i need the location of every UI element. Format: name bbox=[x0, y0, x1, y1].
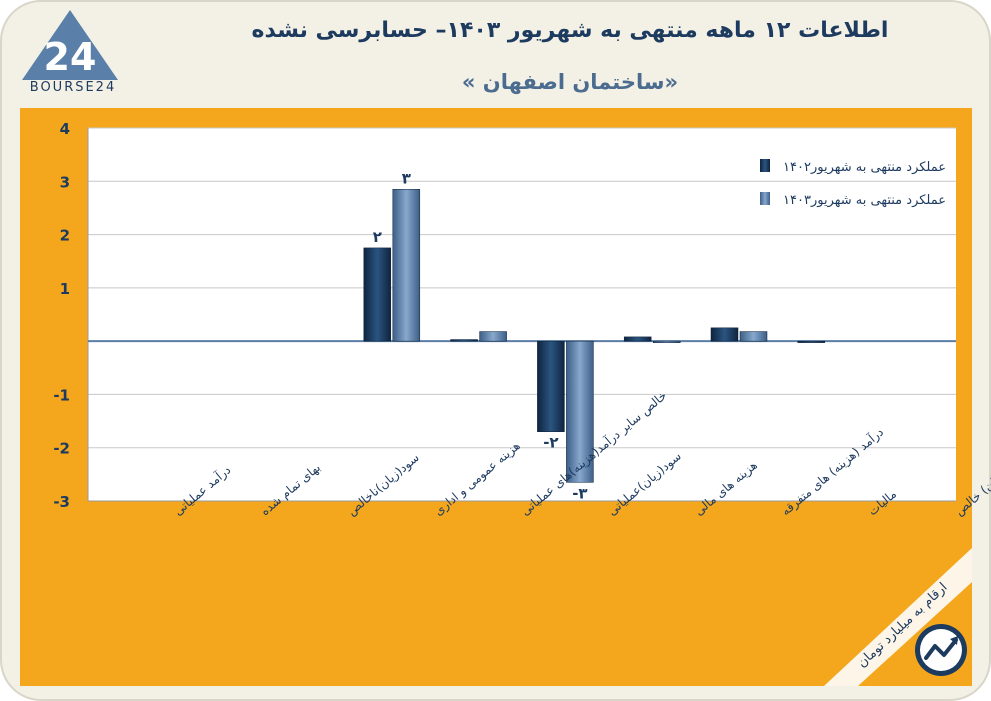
note-band bbox=[824, 548, 972, 686]
data-label: -۲ bbox=[543, 434, 558, 452]
bar-1402-5 bbox=[537, 340, 565, 432]
trend-chart-icon bbox=[915, 624, 967, 676]
legend-label-0: عملکرد منتهی به شهریور۱۴۰۲ bbox=[783, 160, 946, 175]
page-subtitle: «ساختمان اصفهان » bbox=[461, 70, 679, 94]
bar-1402-3 bbox=[363, 247, 392, 342]
y-tick-label: 1 bbox=[60, 280, 70, 298]
y-tick-label: -3 bbox=[53, 493, 70, 511]
data-labels: ۲ ۳ -۲ -۳ bbox=[373, 169, 588, 502]
bar-1403-3 bbox=[392, 189, 421, 342]
bar-1403-6 bbox=[652, 340, 681, 343]
data-label: -۳ bbox=[572, 484, 587, 502]
y-tick-label: -1 bbox=[53, 386, 70, 404]
grid-lines bbox=[87, 127, 956, 502]
legend-swatch-0 bbox=[760, 159, 770, 172]
legend-label-1: عملکرد منتهی به شهریور۱۴۰۳ bbox=[783, 193, 946, 208]
data-label: ۳ bbox=[402, 169, 411, 187]
logo-mark: 24 bbox=[44, 35, 97, 79]
y-tick-label: 2 bbox=[60, 227, 70, 245]
bar-1403-7 bbox=[739, 331, 768, 342]
bar-1403-4 bbox=[479, 331, 507, 342]
page-title: اطلاعات ۱۲ ماهه منتهی به شهریور ۱۴۰۳– حس… bbox=[251, 18, 889, 43]
y-tick-label: -2 bbox=[53, 440, 70, 458]
legend-swatch-1 bbox=[760, 192, 770, 205]
bar-1402-8 bbox=[797, 340, 826, 343]
y-tick-label: 4 bbox=[60, 120, 70, 138]
y-tick-label: 3 bbox=[60, 173, 70, 191]
legend: عملکرد منتهی به شهریور۱۴۰۲ عملکرد منتهی ب… bbox=[760, 159, 946, 208]
y-axis-ticks: 4 3 2 1 -1 -2 -3 bbox=[53, 120, 70, 511]
data-label: ۲ bbox=[373, 228, 382, 246]
bar-1402-6 bbox=[623, 336, 652, 342]
bourse24-logo: 24 bbox=[22, 10, 118, 80]
logo-text: BOURSE24 bbox=[29, 80, 117, 95]
bars-layer bbox=[363, 189, 826, 483]
logo-triangle-icon bbox=[22, 10, 118, 80]
bar-1402-7 bbox=[710, 327, 739, 342]
plot-area bbox=[88, 128, 956, 501]
bar-1403-5 bbox=[566, 340, 594, 483]
bar-1402-4 bbox=[450, 339, 478, 342]
